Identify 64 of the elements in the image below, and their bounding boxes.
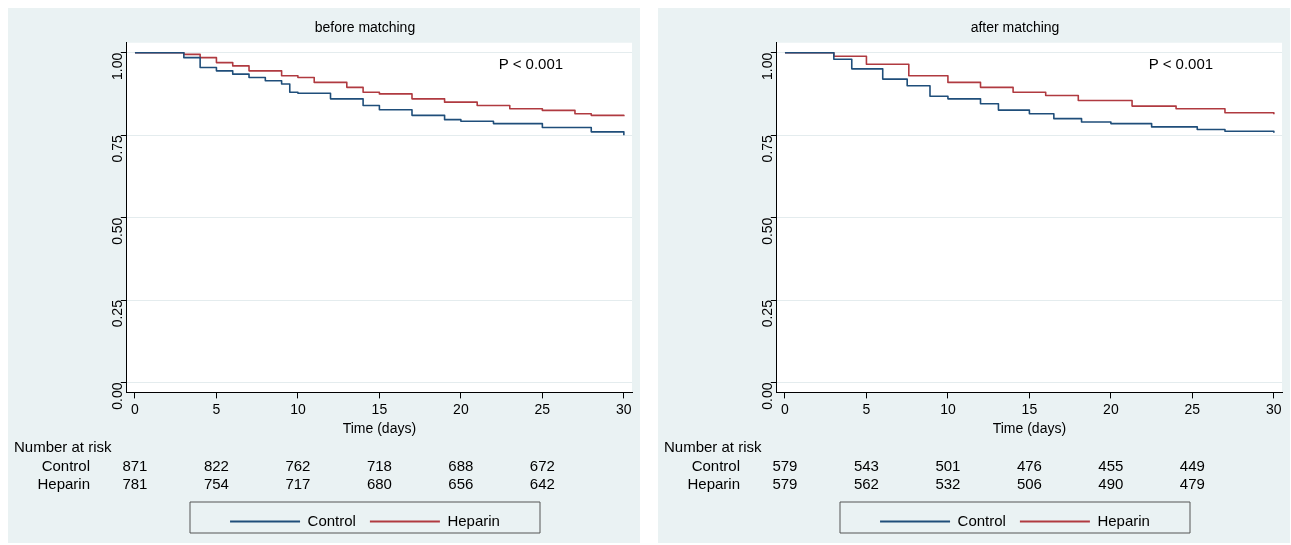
text: 680 (366, 475, 392, 493)
text: 781 (122, 475, 148, 493)
legend-label: Control (307, 511, 356, 529)
text: Heparin (687, 475, 740, 493)
text: Control (41, 457, 90, 475)
x-tick-label: 0 (131, 400, 140, 417)
text: Number at risk (14, 438, 113, 456)
text: 449 (1179, 457, 1205, 475)
legend-label: Control (957, 511, 1006, 529)
text: 579 (772, 457, 798, 475)
text: 543 (853, 457, 879, 475)
x-tick-label: 25 (1184, 400, 1201, 417)
text: Heparin (37, 475, 90, 493)
x-tick-label: 15 (371, 400, 388, 417)
text: 642 (529, 475, 555, 493)
y-tick-label: 0.50 (108, 217, 125, 245)
y-tick-label: 1.00 (758, 52, 775, 80)
text: 490 (1098, 475, 1124, 493)
text: 688 (448, 457, 474, 475)
annotation: P < 0.001 (498, 54, 564, 72)
text: Number at risk (664, 438, 763, 456)
text: 656 (448, 475, 474, 493)
x-tick-label: 5 (862, 400, 871, 417)
x-tick-label: 20 (453, 400, 469, 417)
text: 718 (366, 457, 392, 475)
y-tick-label: 0.75 (108, 134, 125, 163)
text: 501 (935, 457, 961, 475)
x-axis-title: Time (days) (992, 420, 1067, 437)
text: 579 (772, 475, 798, 493)
text: 822 (203, 457, 229, 475)
y-tick-label: 1.00 (108, 52, 125, 80)
text: 479 (1179, 475, 1205, 493)
text: 762 (285, 457, 311, 475)
y-tick-label: 0.00 (758, 382, 775, 410)
y-tick-label: 0.50 (758, 217, 775, 245)
text: 455 (1098, 457, 1124, 475)
x-tick-label: 30 (616, 400, 632, 417)
x-tick-label: 15 (1021, 400, 1038, 417)
text: 532 (935, 475, 961, 493)
text: 476 (1016, 457, 1042, 475)
text: 717 (285, 475, 311, 493)
x-tick-label: 25 (534, 400, 551, 417)
text: Control (691, 457, 740, 475)
y-tick-label: 0.00 (108, 382, 125, 410)
y-tick-label: 0.25 (758, 299, 775, 328)
x-tick-label: 10 (940, 400, 956, 417)
legend-label: Heparin (447, 511, 500, 529)
x-tick-label: 20 (1103, 400, 1119, 417)
text: 506 (1016, 475, 1042, 493)
x-axis-title: Time (days) (342, 420, 417, 437)
y-tick-label: 0.25 (108, 299, 125, 328)
text: 562 (853, 475, 879, 493)
text: 754 (203, 475, 229, 493)
legend-label: Heparin (1097, 511, 1150, 529)
annotation: P < 0.001 (1148, 54, 1214, 72)
text: 871 (122, 457, 148, 475)
y-tick-label: 0.75 (758, 134, 775, 163)
x-tick-label: 30 (1266, 400, 1282, 417)
x-tick-label: 0 (781, 400, 790, 417)
x-tick-label: 10 (290, 400, 306, 417)
x-tick-label: 5 (212, 400, 221, 417)
chart-title: after matching (970, 19, 1060, 36)
text: 672 (529, 457, 555, 475)
chart-title: before matching (314, 19, 416, 36)
